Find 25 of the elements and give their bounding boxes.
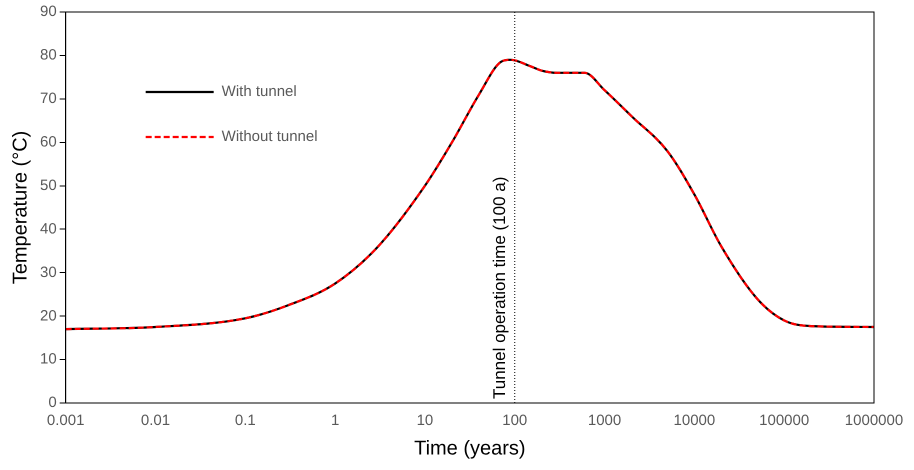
legend-label: Without tunnel bbox=[222, 128, 318, 146]
x-tick-label: 0.01 bbox=[140, 412, 170, 430]
x-tick-label: 1000000 bbox=[844, 412, 904, 430]
x-tick-label: 1 bbox=[330, 412, 340, 430]
x-tick-label: 10 bbox=[416, 412, 434, 430]
ref-line-label: Tunnel operation time (100 a) bbox=[490, 176, 509, 399]
y-tick-label: 70 bbox=[40, 90, 57, 108]
x-tick-label: 100 bbox=[502, 412, 528, 430]
y-tick-label: 30 bbox=[40, 264, 57, 281]
y-tick-label: 40 bbox=[40, 220, 57, 238]
x-tick-label: 1000 bbox=[588, 412, 622, 430]
y-tick-label: 0 bbox=[48, 394, 57, 412]
y-axis-title: Temperature (°C) bbox=[10, 130, 32, 284]
y-tick-label: 60 bbox=[40, 133, 57, 150]
x-tick-label: 0.1 bbox=[234, 412, 256, 430]
y-tick-label: 10 bbox=[40, 350, 57, 368]
legend-label: With tunnel bbox=[222, 83, 297, 100]
x-axis-title: Time (years) bbox=[414, 438, 526, 460]
y-tick-label: 50 bbox=[40, 176, 57, 194]
x-tick-label: 0.001 bbox=[46, 412, 84, 430]
y-tick-label: 90 bbox=[40, 3, 57, 20]
x-tick-label: 10000 bbox=[674, 412, 716, 430]
y-tick-label: 80 bbox=[40, 46, 57, 64]
y-tick-label: 20 bbox=[40, 307, 57, 324]
x-tick-label: 100000 bbox=[759, 412, 810, 430]
